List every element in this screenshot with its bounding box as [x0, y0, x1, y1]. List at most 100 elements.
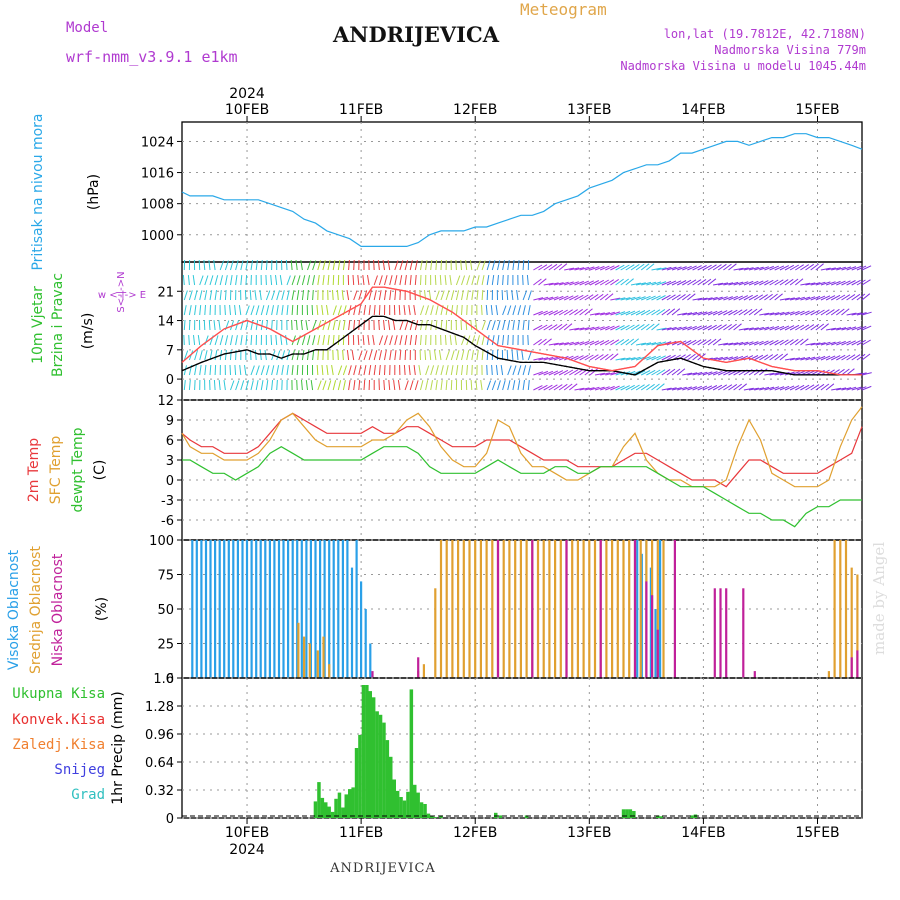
wind-barb [851, 293, 861, 301]
wind-barb [183, 350, 189, 361]
bar-mid [833, 540, 836, 678]
bar-total [358, 734, 362, 818]
wind-barb [430, 365, 435, 376]
bar-mid [525, 540, 528, 678]
wind-barb [733, 309, 743, 316]
wind-barb [564, 341, 574, 346]
wind-barb [800, 384, 810, 391]
wind-barb [748, 280, 759, 286]
wind-barb [387, 260, 391, 271]
wind-barb [470, 379, 473, 391]
wind-barb [707, 338, 717, 346]
wind-barb [250, 305, 255, 316]
wind-barb [527, 380, 530, 391]
wind-barb [630, 310, 641, 316]
wind-barb [316, 304, 319, 316]
wind-barb [455, 305, 458, 316]
wind-barb [676, 368, 686, 376]
wind-barb [630, 296, 641, 301]
wind-barb [490, 305, 493, 316]
wind-barb [501, 289, 504, 301]
bar-low [713, 588, 716, 678]
wind-barb [522, 305, 526, 316]
wind-barb [651, 267, 662, 271]
bar-mid [316, 650, 319, 678]
wind-barb [846, 386, 857, 391]
bar-mid [548, 540, 551, 678]
wind-barb [543, 356, 554, 361]
bar-low [496, 540, 500, 678]
wind-barb [265, 380, 269, 391]
wind-barb [635, 296, 646, 301]
wind-barb [392, 320, 396, 331]
wind-barb [271, 319, 273, 331]
bar-high [364, 609, 367, 678]
wind-barb [795, 384, 805, 391]
bar-total [409, 689, 414, 818]
wind-barb [851, 265, 862, 271]
wind-barb [394, 350, 397, 361]
wind-barb [764, 265, 774, 271]
bar-low [742, 588, 745, 678]
bar-high [649, 567, 652, 678]
bar-low [850, 657, 853, 678]
wind-barb [825, 369, 835, 376]
wind-barb [718, 342, 729, 346]
wind-barb [213, 320, 216, 331]
wind-barb [825, 341, 836, 346]
wind-barb [702, 371, 713, 376]
wind-barb [194, 305, 197, 316]
wind-barb [420, 380, 424, 391]
wind-barb [640, 263, 650, 271]
wind-barb [748, 294, 759, 301]
wind-barb [521, 350, 524, 361]
wind-barb [579, 387, 590, 391]
wind-barb [398, 304, 401, 316]
wind-barb [430, 260, 433, 271]
wind-barb [764, 340, 774, 346]
wind-barb [553, 384, 563, 391]
bar-mid [582, 540, 585, 678]
wind-barb [491, 364, 493, 376]
wind-barb [784, 278, 794, 286]
wind-barb [579, 308, 588, 316]
wind-barb [815, 342, 826, 346]
wind-barb [512, 305, 517, 316]
wind-barb [435, 380, 438, 391]
wind-barb [620, 324, 630, 331]
wind-barb [378, 335, 384, 346]
wind-barb [218, 380, 221, 391]
wind-barb [470, 320, 473, 331]
wind-barb [774, 325, 785, 331]
wind-barb [235, 320, 239, 331]
wind-barb [455, 365, 459, 376]
wind-barb [743, 294, 753, 301]
wind-barb [846, 368, 855, 376]
wind-barb [831, 280, 841, 286]
wind-barb [260, 365, 265, 376]
wind-barb [610, 339, 620, 346]
wind-barb [825, 383, 835, 391]
bar-total [375, 711, 379, 819]
wind-barb [851, 312, 862, 316]
bar-high [209, 540, 212, 678]
wind-barb [656, 281, 667, 286]
bar-total [389, 756, 393, 819]
wind-barb [779, 311, 790, 316]
wind-barb [723, 342, 734, 346]
wind-barb [558, 281, 569, 286]
wind-barb [661, 368, 671, 376]
wind-barb [444, 334, 447, 346]
bar-high [314, 540, 317, 678]
wind-barb [687, 279, 697, 286]
wind-barb [697, 339, 707, 346]
wind-barb [491, 260, 496, 271]
bar-total [659, 816, 663, 819]
wind-barb [651, 323, 660, 331]
wind-barb [522, 259, 525, 271]
wind-barb [194, 290, 198, 301]
wind-barb [384, 275, 388, 286]
wind-barb [599, 353, 609, 361]
wind-barb [230, 260, 234, 271]
wind-barb [702, 278, 712, 286]
